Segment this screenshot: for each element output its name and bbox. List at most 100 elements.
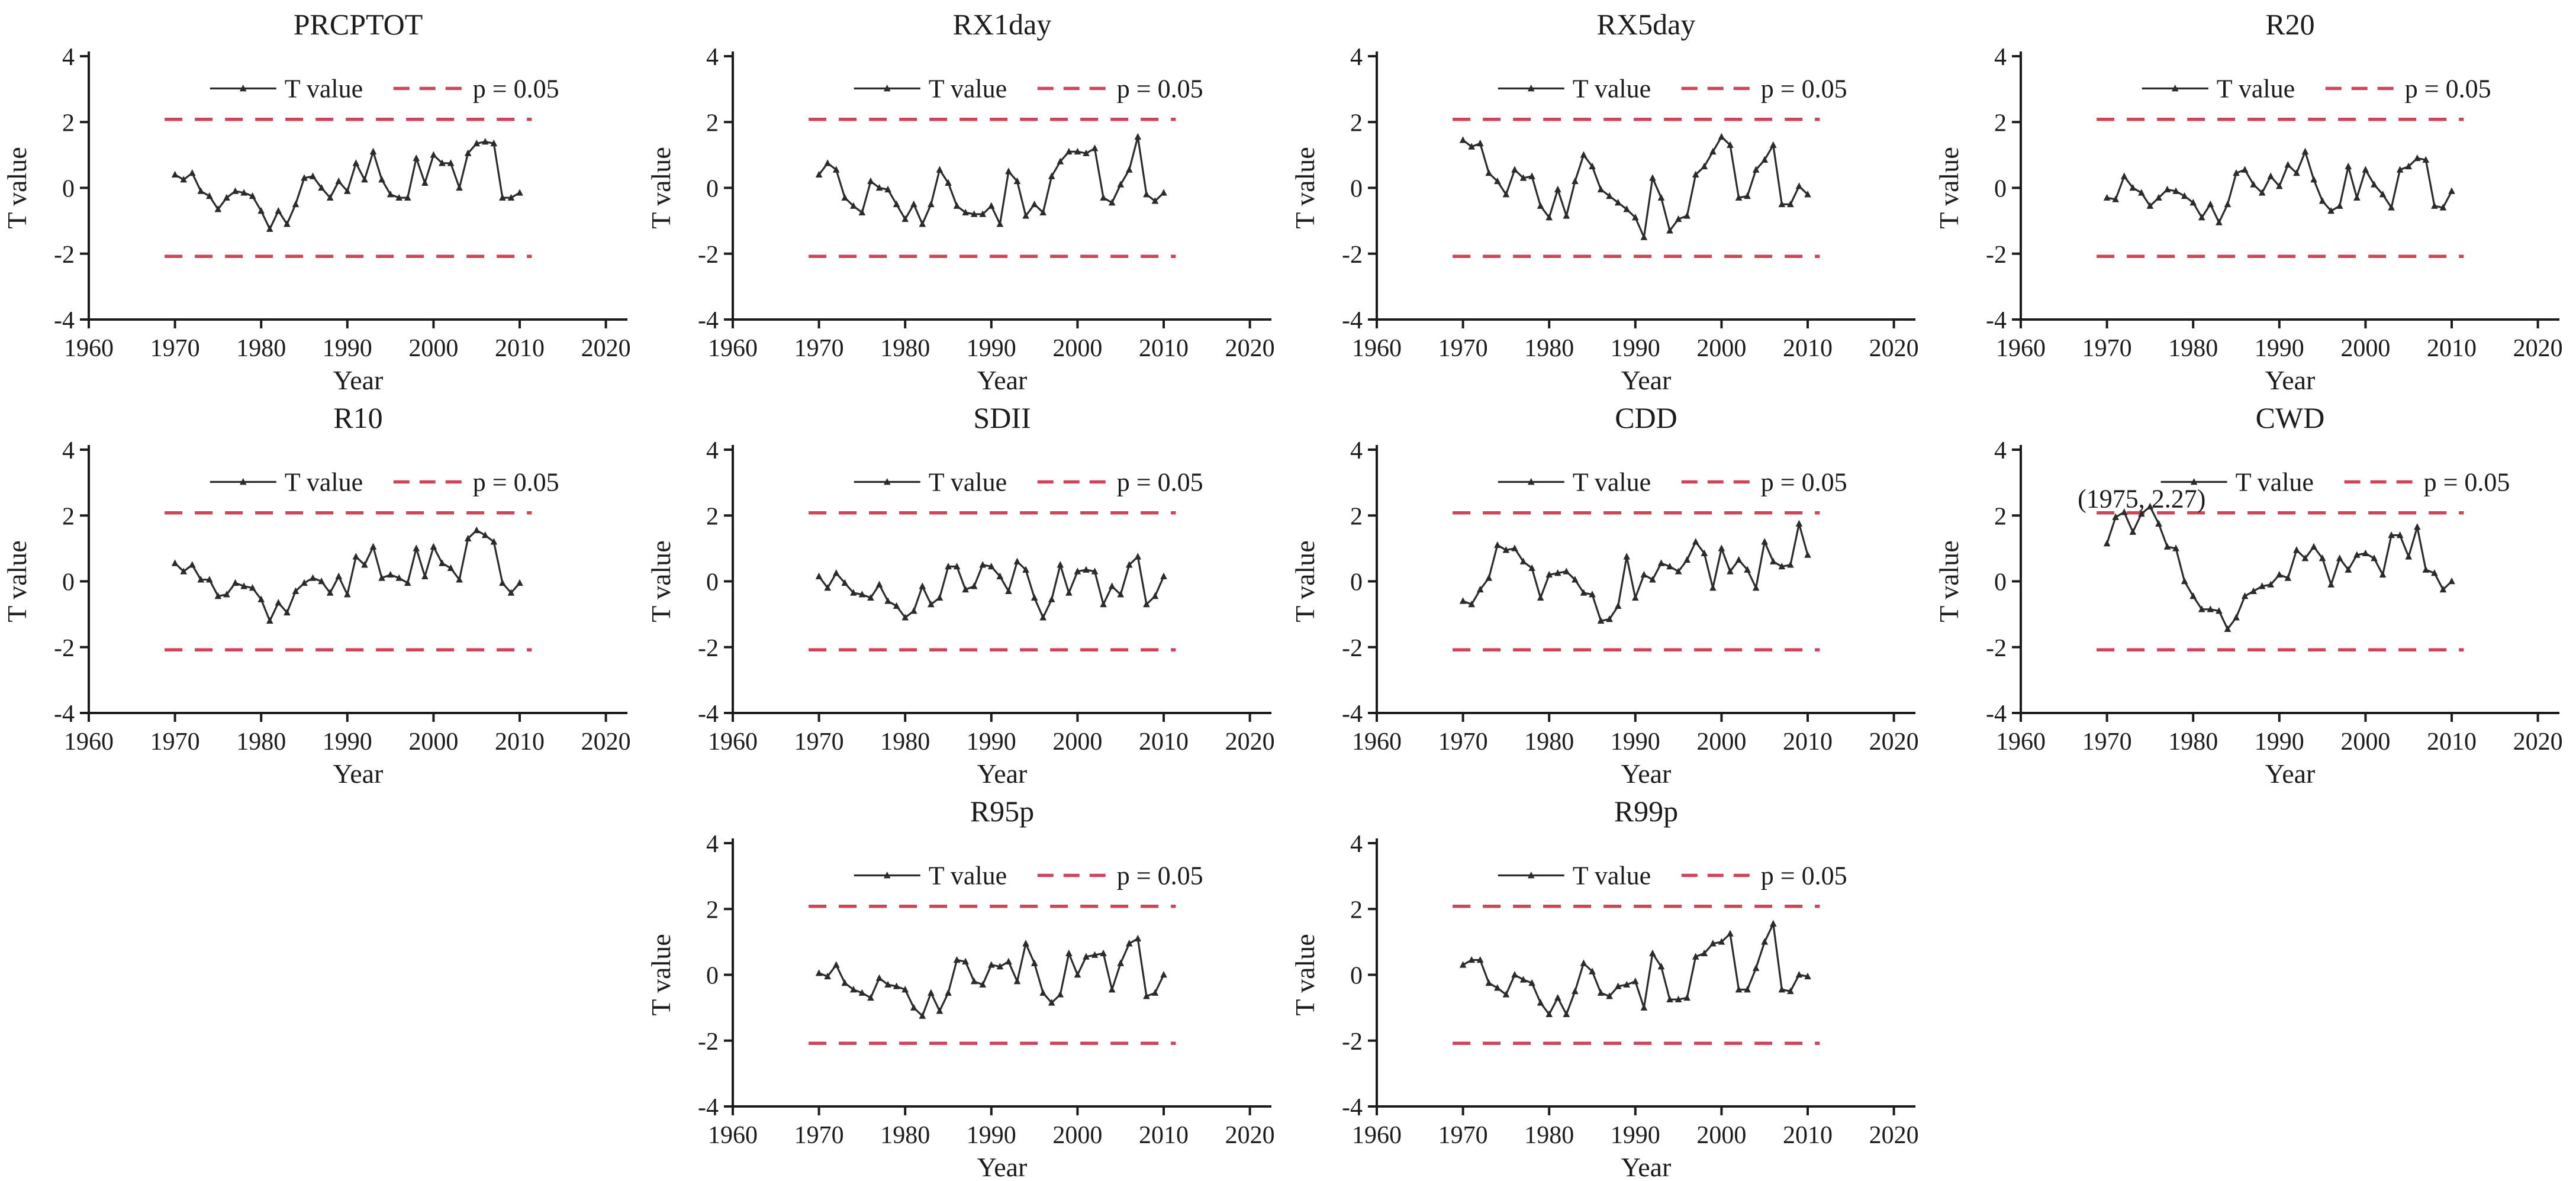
y-tick-label: -2 bbox=[1342, 1028, 1363, 1056]
data-point-marker bbox=[378, 574, 385, 581]
data-point-marker bbox=[850, 202, 857, 209]
y-tick-label: 4 bbox=[1350, 44, 1363, 71]
data-point-marker bbox=[326, 589, 334, 596]
data-point-marker bbox=[858, 590, 866, 598]
data-point-marker bbox=[257, 206, 265, 214]
subplot-cell: CWD -4 -2 0 2 4 1960 1970 1980 1990 2000 2010 2020 Ye… bbox=[1932, 393, 2576, 787]
data-point-marker bbox=[1572, 987, 1579, 995]
data-point-marker bbox=[1031, 593, 1038, 601]
data-point-marker bbox=[2405, 162, 2412, 170]
data-point-marker bbox=[2405, 553, 2412, 560]
data-point-marker bbox=[867, 593, 874, 601]
data-point-marker bbox=[197, 187, 205, 194]
subplot-svg: R10 -4 -2 0 2 4 1960 1970 1980 1990 2000 2010 2020 Ye… bbox=[2, 401, 631, 787]
x-tick-label: 2020 bbox=[2513, 728, 2563, 756]
data-point-marker bbox=[1160, 572, 1167, 579]
data-point-marker bbox=[1117, 590, 1124, 598]
data-point-marker bbox=[1666, 995, 1673, 1003]
data-point-marker bbox=[1804, 551, 1811, 558]
x-axis-label: Year bbox=[1621, 365, 1672, 393]
data-point-marker bbox=[1718, 133, 1725, 140]
data-point-marker bbox=[481, 531, 489, 538]
data-point-marker bbox=[1125, 166, 1133, 173]
x-tick-label: 1980 bbox=[236, 728, 286, 756]
y-tick-label: -4 bbox=[54, 307, 75, 334]
data-point-marker bbox=[936, 166, 944, 173]
data-point-marker bbox=[962, 585, 969, 593]
x-axis-label: Year bbox=[977, 365, 1028, 393]
data-point-marker bbox=[1657, 193, 1665, 201]
data-point-marker bbox=[1727, 930, 1734, 937]
data-point-marker bbox=[824, 972, 831, 980]
data-point-marker bbox=[2353, 193, 2361, 201]
data-point-marker bbox=[2216, 607, 2223, 614]
data-point-marker bbox=[1761, 156, 1768, 163]
legend-tvalue-label: T value bbox=[2236, 468, 2314, 497]
x-tick-label: 1990 bbox=[1611, 335, 1660, 362]
data-point-marker bbox=[1795, 971, 1803, 978]
data-point-marker bbox=[2284, 574, 2292, 581]
data-point-marker bbox=[850, 589, 857, 596]
data-point-marker bbox=[1683, 556, 1690, 563]
data-point-marker bbox=[1100, 600, 1107, 608]
data-point-marker bbox=[1143, 191, 1150, 198]
data-point-marker bbox=[1048, 172, 1055, 179]
data-point-marker bbox=[456, 184, 463, 191]
y-tick-label: 4 bbox=[1994, 44, 2007, 71]
x-tick-label: 1960 bbox=[708, 728, 758, 756]
data-point-marker bbox=[447, 564, 455, 572]
data-point-marker bbox=[2439, 204, 2447, 211]
y-tick-label: -4 bbox=[1986, 307, 2007, 334]
x-tick-label: 1960 bbox=[64, 728, 114, 756]
x-tick-label: 2000 bbox=[1696, 1122, 1746, 1149]
data-point-marker bbox=[2112, 195, 2119, 202]
data-point-marker bbox=[2413, 154, 2421, 162]
data-point-marker bbox=[197, 576, 205, 583]
data-point-marker bbox=[2258, 189, 2266, 196]
subplot-cell: R99p -4 -2 0 2 4 1960 1970 1980 1990 2000 2010 2020 Y… bbox=[1288, 787, 1932, 1180]
data-point-marker bbox=[2379, 570, 2387, 578]
data-point-marker bbox=[1727, 567, 1734, 575]
x-axis-label: Year bbox=[977, 1152, 1028, 1180]
data-point-marker bbox=[2163, 543, 2171, 550]
legend-tvalue-marker bbox=[239, 478, 247, 485]
x-tick-label: 2010 bbox=[1783, 1122, 1833, 1149]
y-tick-label: -2 bbox=[1342, 241, 1363, 269]
data-point-marker bbox=[2353, 551, 2361, 558]
x-tick-label: 1960 bbox=[64, 335, 114, 362]
data-point-marker bbox=[1459, 136, 1467, 143]
data-point-marker bbox=[875, 974, 883, 981]
data-point-marker bbox=[257, 595, 265, 602]
data-point-marker bbox=[421, 179, 429, 186]
data-point-marker bbox=[1511, 971, 1518, 978]
subplot-cell: CDD -4 -2 0 2 4 1960 1970 1980 1990 2000 2010 2020 Ye… bbox=[1288, 393, 1932, 787]
data-point-marker bbox=[988, 961, 995, 968]
data-point-marker bbox=[180, 176, 187, 183]
data-point-marker bbox=[893, 982, 900, 989]
x-tick-label: 1980 bbox=[1524, 335, 1574, 362]
data-point-marker bbox=[832, 166, 840, 173]
data-point-marker bbox=[1100, 949, 1107, 957]
data-point-marker bbox=[867, 993, 874, 1001]
data-point-marker bbox=[2431, 569, 2438, 576]
data-point-marker bbox=[1074, 147, 1081, 155]
data-point-marker bbox=[284, 220, 291, 227]
subplot-cell: R20 -4 -2 0 2 4 1960 1970 1980 1990 2000 2010 2020 Ye… bbox=[1932, 0, 2576, 393]
x-tick-label: 2000 bbox=[1696, 335, 1746, 362]
x-tick-label: 1970 bbox=[2082, 335, 2132, 362]
data-point-marker bbox=[945, 989, 952, 996]
x-tick-label: 2010 bbox=[1139, 728, 1189, 756]
data-point-marker bbox=[1511, 166, 1518, 173]
x-tick-label: 1960 bbox=[708, 1122, 758, 1149]
data-point-marker bbox=[344, 187, 351, 194]
data-point-marker bbox=[928, 600, 935, 608]
data-point-marker bbox=[1065, 589, 1073, 596]
data-point-marker bbox=[395, 193, 402, 201]
data-point-marker bbox=[490, 139, 498, 147]
data-point-marker bbox=[1005, 587, 1012, 594]
data-point-marker bbox=[180, 567, 187, 575]
data-point-marker bbox=[249, 192, 256, 199]
data-point-marker bbox=[2388, 204, 2395, 211]
data-point-marker bbox=[1640, 570, 1648, 578]
